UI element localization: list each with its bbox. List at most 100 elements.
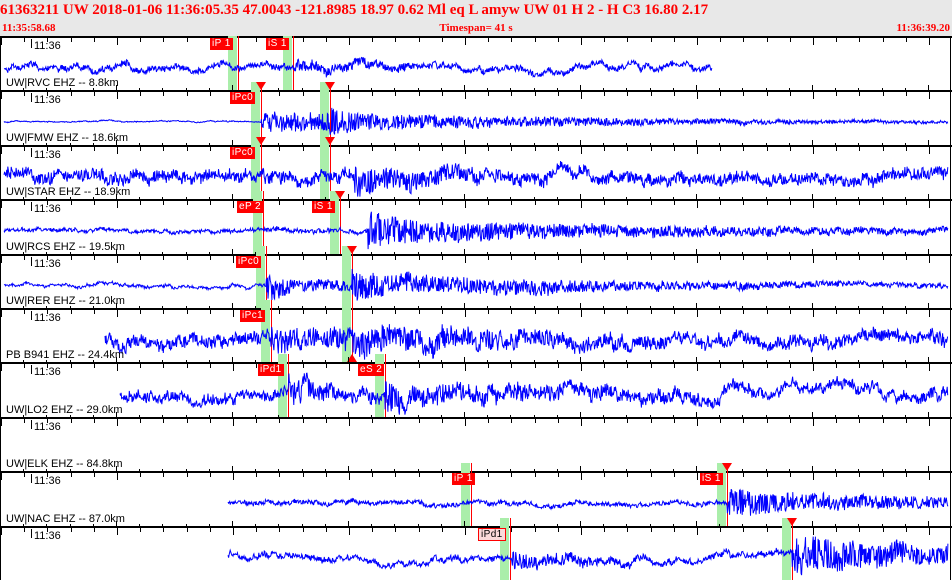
pick-marker-triangle <box>347 245 357 254</box>
trace-station-label: UW|ELK EHZ -- 84.8km <box>6 458 123 471</box>
pick-time-line <box>792 517 793 580</box>
pick-time-line <box>330 136 331 200</box>
pick-marker-triangle <box>335 191 345 200</box>
pick-uncertainty-band <box>251 136 260 200</box>
pick-uncertainty-band <box>342 245 351 308</box>
waveform <box>3 160 949 197</box>
axis-tick <box>24 418 25 423</box>
axis-tick <box>419 418 420 423</box>
trace-row[interactable]: UW|FMW EHZ -- 18.6km 11:36 iPc0 <box>0 132 952 200</box>
trace-axis-line <box>0 525 952 528</box>
pick-phase-label[interactable]: iP 1 <box>452 473 475 486</box>
trace-row[interactable]: UW|STAR EHZ -- 18.9km 11:36 eP 2 iS 1 <box>0 186 952 254</box>
pick-phase-label[interactable]: eS 2 <box>358 364 385 377</box>
trace-axis-line <box>0 253 952 256</box>
pick-uncertainty-band <box>228 36 237 91</box>
axis-tick <box>511 418 512 423</box>
pick-phase-label[interactable]: iPd1 <box>258 364 284 377</box>
trace-station-label: UW|FMW EHZ -- 18.6km <box>6 131 129 144</box>
axis-tick <box>94 418 95 423</box>
trace-panel[interactable]: 11:36 iP 1 iS 1 UW|RVC EHZ -- 8.8km 11:36 iPc… <box>0 36 952 580</box>
pick-phase-label[interactable]: iPc0 <box>236 255 262 268</box>
time-label-tick <box>31 147 32 157</box>
axis-tick <box>210 418 211 423</box>
trace-axis-line <box>0 362 952 365</box>
trace-station-label: UW|RVC EHZ -- 8.8km <box>6 77 119 90</box>
event-header: 61363211 UW 2018-01-06 11:36:05.35 47.00… <box>0 0 952 36</box>
pick-phase-label[interactable]: iPc0 <box>230 146 256 159</box>
pick-phase-label[interactable]: eP 2 <box>237 201 263 214</box>
pick-time-line <box>263 191 264 254</box>
axis-tick <box>836 418 837 423</box>
time-label-tick <box>31 311 32 320</box>
axis-tick <box>465 418 466 426</box>
trace-axis-line <box>0 308 952 310</box>
pick-phase-label[interactable]: iS 1 <box>266 38 289 50</box>
axis-tick <box>395 418 396 423</box>
pick-marker-triangle <box>325 82 335 91</box>
trace-row[interactable]: UW|RER EHZ -- 21.0km 11:36 iPc1 <box>0 295 952 363</box>
pick-time-line <box>238 36 239 91</box>
pick-phase-label[interactable]: iP 1 <box>210 38 233 50</box>
waveform <box>119 372 949 416</box>
trace-row[interactable]: UW|LO2 EHZ -- 29.0km 11:36 <box>0 404 952 471</box>
trace-row[interactable]: UW|RVC EHZ -- 8.8km 11:36 iPc0 <box>0 77 952 145</box>
pick-time-line <box>261 82 262 145</box>
plot-left-border <box>0 36 1 580</box>
waveform <box>227 536 949 575</box>
time-label-tick <box>31 39 32 48</box>
pick-time-line <box>293 36 294 91</box>
pick-marker-triangle <box>325 136 335 145</box>
trace-axis-line <box>0 416 952 419</box>
waveform <box>3 268 949 301</box>
pick-phase-label[interactable]: iS 1 <box>700 473 723 486</box>
axis-tick <box>372 418 373 423</box>
axis-tick <box>140 418 141 423</box>
pick-phase-label[interactable]: iPc0 <box>230 92 256 105</box>
pick-time-line <box>266 245 267 308</box>
pick-uncertainty-band <box>320 82 329 145</box>
pick-marker-triangle <box>256 136 266 145</box>
pick-time-line <box>471 463 472 526</box>
pick-phase-label[interactable]: iS 1 <box>312 201 335 214</box>
trace-row[interactable]: UW|RCS EHZ -- 19.5km 11:36 iPc0 <box>0 241 952 308</box>
axis-tick <box>674 418 675 423</box>
pick-time-line <box>510 517 511 580</box>
pick-uncertainty-band <box>782 517 791 580</box>
axis-ticks <box>0 418 952 426</box>
timespan-line: 11:35:58.68 Timespan= 41 s 11:36:39.20 <box>0 20 952 36</box>
axis-tick <box>906 418 907 423</box>
trace-time-label: 11:36 <box>34 257 61 270</box>
axis-tick <box>442 418 443 423</box>
trace-axis-line <box>0 36 952 38</box>
axis-tick <box>929 418 930 426</box>
trace-station-label: UW|STAR EHZ -- 18.9km <box>6 186 131 199</box>
axis-tick <box>279 418 280 423</box>
pick-phase-label[interactable]: iPd1 <box>478 527 506 541</box>
trace-station-label: UW|RCS EHZ -- 19.5km <box>6 240 125 253</box>
pick-phase-label[interactable]: iPc1 <box>240 310 266 322</box>
time-label-tick <box>31 256 32 266</box>
trace-row[interactable]: PB B941 EHZ -- 24.4km 11:36 iPd1 eS 2 <box>0 349 952 417</box>
waveform <box>104 324 949 360</box>
pick-uncertainty-band <box>261 300 270 363</box>
axis-tick <box>581 418 582 426</box>
trace-row[interactable]: UW|NAC EHZ -- 87.0km 11:36 iPd1 <box>0 513 952 580</box>
trace-row[interactable]: 11:36 iP 1 iS 1 <box>0 36 952 91</box>
pick-marker-triangle <box>722 463 732 472</box>
time-label-tick <box>31 365 32 375</box>
axis-tick <box>117 418 118 426</box>
trace-time-label: 11:36 <box>34 148 61 161</box>
axis-tick <box>163 418 164 423</box>
waveform <box>3 56 713 78</box>
trace-station-label: UW|LO2 EHZ -- 29.0km <box>6 403 123 416</box>
axis-tick <box>767 418 768 423</box>
pick-uncertainty-band <box>283 36 292 91</box>
time-label-tick <box>31 474 32 484</box>
trace-row[interactable]: UW|ELK EHZ -- 84.8km 11:36 iP 1 iS 1 <box>0 458 952 526</box>
trace-time-label: 11:36 <box>34 529 61 542</box>
axis-tick <box>488 418 489 423</box>
pick-uncertainty-band <box>342 300 351 363</box>
pick-uncertainty-band <box>251 82 260 145</box>
axis-tick <box>790 418 791 423</box>
